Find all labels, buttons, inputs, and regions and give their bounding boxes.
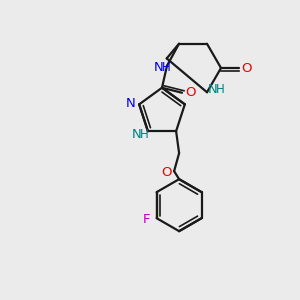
Text: F: F (143, 213, 150, 226)
Text: H: H (216, 83, 224, 96)
Text: N: N (125, 97, 135, 110)
Text: N: N (154, 61, 164, 74)
Text: H: H (162, 61, 170, 74)
Text: O: O (242, 61, 252, 74)
Text: O: O (186, 86, 196, 99)
Text: N: N (208, 83, 218, 96)
Text: N: N (132, 128, 142, 141)
Text: O: O (161, 166, 171, 179)
Text: H: H (140, 128, 148, 141)
